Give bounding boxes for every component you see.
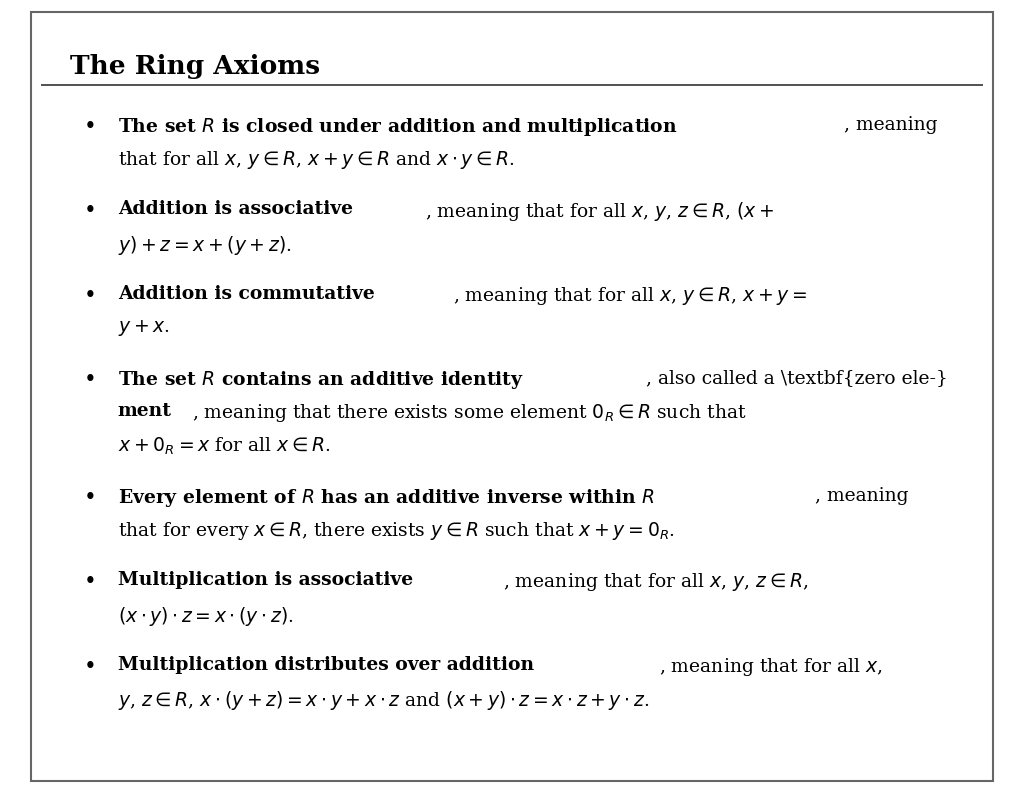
Text: , also called a \textbf{zero ele-}: , also called a \textbf{zero ele-} [646, 369, 947, 387]
Text: Multiplication is associative: Multiplication is associative [118, 571, 413, 590]
Text: Addition is commutative: Addition is commutative [118, 285, 375, 303]
Text: ment: ment [118, 402, 172, 421]
Text: •: • [84, 487, 96, 509]
Text: , meaning: , meaning [815, 487, 908, 505]
Text: , meaning that there exists some element $0_R \in R$ such that: , meaning that there exists some element… [191, 402, 746, 425]
Text: The set $R$ contains an additive identity: The set $R$ contains an additive identit… [118, 369, 524, 391]
Text: •: • [84, 116, 96, 138]
Text: Every element of $R$ has an additive inverse within $R$: Every element of $R$ has an additive inv… [118, 487, 654, 509]
Text: that for all $x$, $y \in R$, $x + y \in R$ and $x \cdot y \in R$.: that for all $x$, $y \in R$, $x + y \in … [118, 149, 514, 171]
Text: , meaning: , meaning [844, 116, 937, 134]
Text: •: • [84, 285, 96, 307]
Text: , meaning that for all $x$, $y$, $z \in R$, $(x +$: , meaning that for all $x$, $y$, $z \in … [425, 200, 774, 223]
Text: $y$, $z \in R$, $x \cdot (y + z) = x \cdot y + x \cdot z$ and $(x + y) \cdot z =: $y$, $z \in R$, $x \cdot (y + z) = x \cd… [118, 689, 649, 713]
FancyBboxPatch shape [31, 12, 993, 781]
Text: , meaning that for all $x$,: , meaning that for all $x$, [658, 656, 883, 678]
Text: •: • [84, 656, 96, 678]
Text: , meaning that for all $x$, $y \in R$, $x + y =$: , meaning that for all $x$, $y \in R$, $… [454, 285, 807, 307]
Text: , meaning that for all $x$, $y$, $z \in R$,: , meaning that for all $x$, $y$, $z \in … [503, 571, 808, 594]
Text: The set $R$ is closed under addition and multiplication: The set $R$ is closed under addition and… [118, 116, 677, 138]
Text: $y + x$.: $y + x$. [118, 318, 170, 338]
Text: •: • [84, 571, 96, 594]
Text: •: • [84, 200, 96, 222]
Text: $y) + z = x + (y + z)$.: $y) + z = x + (y + z)$. [118, 234, 292, 257]
Text: $(x \cdot y) \cdot z = x \cdot (y \cdot z)$.: $(x \cdot y) \cdot z = x \cdot (y \cdot … [118, 605, 293, 628]
Text: •: • [84, 369, 96, 391]
Text: $x + 0_R = x$ for all $x \in R$.: $x + 0_R = x$ for all $x \in R$. [118, 436, 331, 457]
Text: Multiplication distributes over addition: Multiplication distributes over addition [118, 656, 534, 674]
Text: Addition is associative: Addition is associative [118, 200, 352, 218]
Text: The Ring Axioms: The Ring Axioms [70, 54, 319, 79]
Text: that for every $x \in R$, there exists $y \in R$ such that $x + y = 0_R$.: that for every $x \in R$, there exists $… [118, 520, 675, 543]
